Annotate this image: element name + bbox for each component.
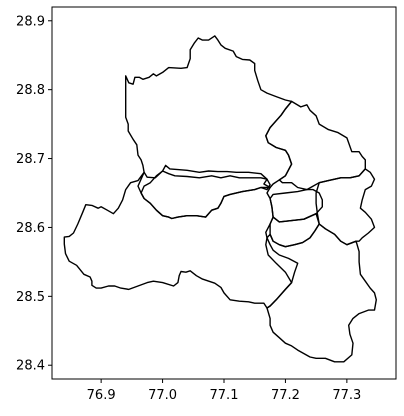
x-axis-ticks: 76.9 77.0 77.1 77.2 77.3	[87, 379, 361, 403]
district-boundary-east	[269, 188, 323, 223]
x-tick-label: 77.2	[271, 388, 300, 403]
x-tick-label: 77.3	[332, 388, 361, 403]
x-tick-label: 77.0	[148, 388, 177, 403]
y-tick-label: 28.4	[16, 359, 45, 374]
district-boundary-shahdara	[315, 168, 376, 246]
y-tick-label: 28.5	[16, 290, 45, 305]
district-boundary-north	[125, 35, 293, 189]
y-tick-label: 28.9	[16, 14, 45, 29]
district-boundary-west	[63, 171, 299, 309]
y-tick-label: 28.6	[16, 221, 45, 236]
x-tick-label: 77.1	[210, 388, 239, 403]
y-tick-label: 28.8	[16, 83, 45, 98]
y-tick-label: 28.7	[16, 152, 45, 167]
district-boundary-south	[265, 223, 377, 363]
district-boundaries	[63, 35, 377, 363]
x-tick-label: 76.9	[87, 388, 116, 403]
y-axis-ticks: 28.4 28.5 28.6 28.7 28.8 28.9	[16, 14, 52, 374]
axes-frame	[51, 6, 397, 380]
district-boundary-central	[140, 170, 271, 220]
district-boundary-north-east	[265, 100, 366, 191]
district-boundary-new-delhi	[269, 213, 320, 248]
